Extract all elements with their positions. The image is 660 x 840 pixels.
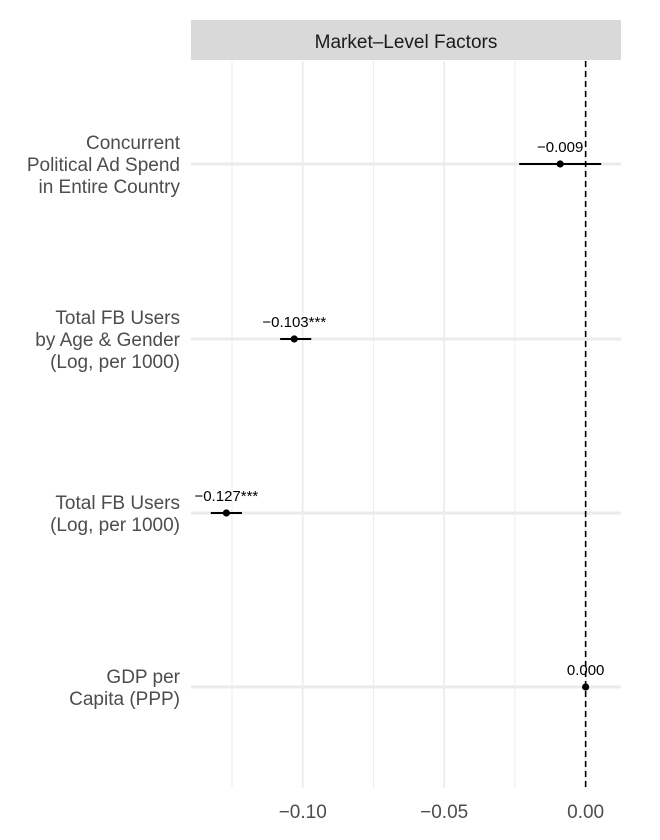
estimate-label: −0.103*** [262, 314, 326, 331]
x-tick-layer: −0.10 −0.05 0.00 [279, 802, 604, 823]
facet-title: Market–Level Factors [315, 32, 498, 53]
point-layer [222, 160, 590, 691]
facet-strip [191, 20, 621, 60]
estimate-point [222, 509, 230, 517]
x-tick-label: 0.00 [567, 802, 604, 823]
estimate-label: −0.009 [537, 139, 583, 156]
x-tick-label: −0.05 [420, 802, 468, 823]
estimate-point [290, 335, 298, 343]
grid-layer [191, 61, 621, 788]
estimate-label: −0.127*** [194, 488, 258, 505]
y-category-label: Concurrent Political Ad Spend in Entire Co… [27, 133, 181, 198]
y-category-label: GDP per Capita (PPP) [69, 667, 181, 710]
data-label-layer: −0.009 −0.103*** −0.127*** 0.000 [194, 139, 604, 679]
estimate-point [556, 160, 564, 168]
x-tick-label: −0.10 [279, 802, 327, 823]
y-category-label: Total FB Users (Log, per 1000) [50, 493, 180, 536]
y-category-label: Total FB Users by Age & Gender (Log, per 1… [35, 308, 180, 373]
estimate-label: 0.000 [567, 662, 605, 679]
estimate-point [582, 683, 590, 691]
y-label-layer: Concurrent Political Ad Spend in Entire Co… [27, 133, 181, 710]
